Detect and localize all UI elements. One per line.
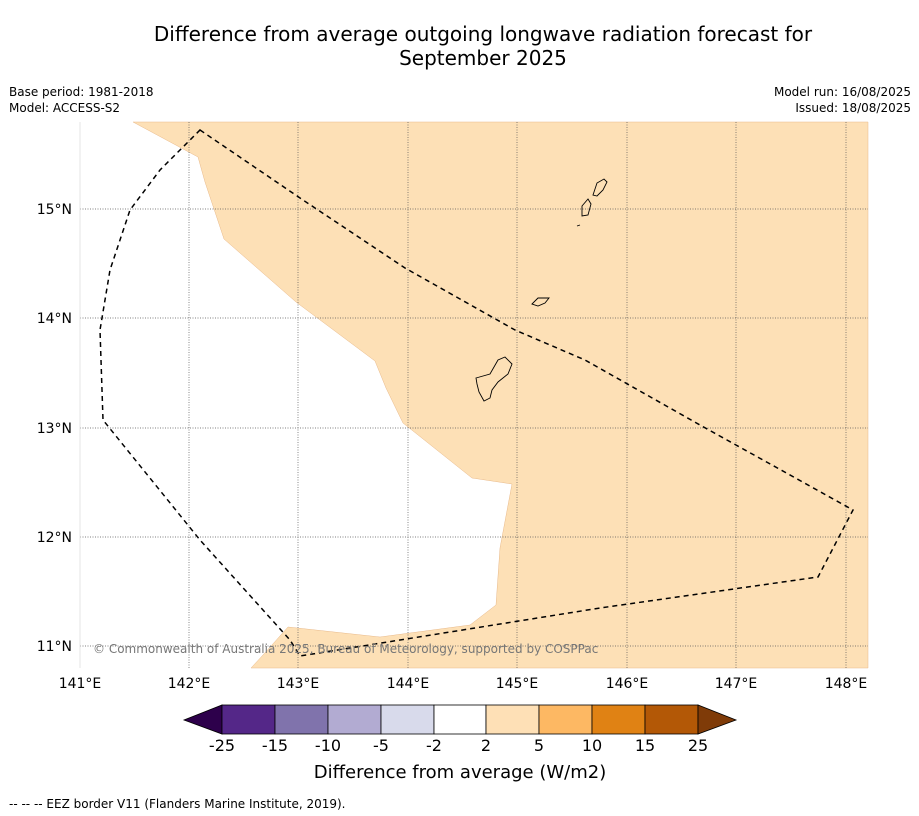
rota-island <box>531 297 550 307</box>
title-line-1: Difference from average outgoing longwav… <box>153 22 813 46</box>
copyright-notice: © Commonwealth of Australia 2025, Bureau… <box>93 642 598 656</box>
lat-label: 13°N <box>37 421 72 437</box>
colorbar-swatch <box>433 704 487 735</box>
issued-date: Issued: 18/08/2025 <box>795 101 911 115</box>
lat-label: 12°N <box>37 530 72 546</box>
eez-source-note: -- -- -- EEZ border V11 (Flanders Marine… <box>9 797 346 811</box>
colorbar-label: Difference from average (W/m2) <box>314 762 606 783</box>
lat-label: 15°N <box>37 202 72 218</box>
colorbar-swatch <box>327 704 382 735</box>
title-line-2: September 2025 <box>399 46 567 70</box>
colorbar-swatch <box>644 704 699 735</box>
lon-label: 143°E <box>277 676 320 692</box>
model-name: Model: ACCESS-S2 <box>9 101 121 115</box>
eez-border <box>99 129 855 657</box>
lon-label: 142°E <box>168 676 211 692</box>
islands <box>475 178 608 402</box>
lon-axis-labels: 141°E 142°E 143°E 144°E 145°E 146°E 147°… <box>59 676 868 692</box>
colorbar-tick: 2 <box>481 736 491 755</box>
colorbar-tick: -25 <box>209 736 235 755</box>
colorbar-tick: 15 <box>635 736 655 755</box>
base-period: Base period: 1981-2018 <box>9 85 154 99</box>
lat-label: 11°N <box>37 639 72 655</box>
meta-left: Base period: 1981-2018 Model: ACCESS-S2 <box>9 84 154 116</box>
lat-label: 14°N <box>37 311 72 327</box>
anomaly-region <box>132 121 869 669</box>
lon-label: 147°E <box>715 676 758 692</box>
meta-right: Model run: 16/08/2025 Issued: 18/08/2025 <box>774 84 911 116</box>
colorbar-swatch <box>380 704 435 735</box>
colorbar-tick: -15 <box>262 736 288 755</box>
lon-label: 145°E <box>496 676 539 692</box>
colorbar-tick: -10 <box>315 736 341 755</box>
colorbar-swatch <box>485 704 540 735</box>
lon-label: 141°E <box>59 676 102 692</box>
aguijan-island <box>576 224 581 227</box>
lat-axis-labels: 15°N 14°N 13°N 12°N 11°N <box>37 202 72 655</box>
colorbar-tick: 25 <box>688 736 708 755</box>
lon-label: 146°E <box>606 676 649 692</box>
colorbar-ticks: -25 -15 -10 -5 -2 2 5 10 15 25 <box>209 736 708 755</box>
model-run: Model run: 16/08/2025 <box>773 85 911 99</box>
tinian-island <box>581 198 592 217</box>
lon-label: 144°E <box>387 676 430 692</box>
lon-label: 148°E <box>825 676 868 692</box>
colorbar-tick: -5 <box>373 736 389 755</box>
colorbar-tick: 5 <box>534 736 544 755</box>
colorbar-high-extend <box>697 704 738 735</box>
colorbar <box>182 704 738 735</box>
guam-island <box>475 356 513 402</box>
saipan-island <box>592 178 608 197</box>
gridlines <box>80 122 868 668</box>
colorbar-swatch <box>591 704 646 735</box>
colorbar-low-extend <box>182 704 223 735</box>
colorbar-tick: 10 <box>582 736 602 755</box>
colorbar-swatch <box>221 704 276 735</box>
colorbar-swatch <box>274 704 329 735</box>
colorbar-tick: -2 <box>426 736 442 755</box>
colorbar-swatch <box>538 704 593 735</box>
map-title: Difference from average outgoing longwav… <box>60 22 906 70</box>
map-area <box>79 121 869 669</box>
